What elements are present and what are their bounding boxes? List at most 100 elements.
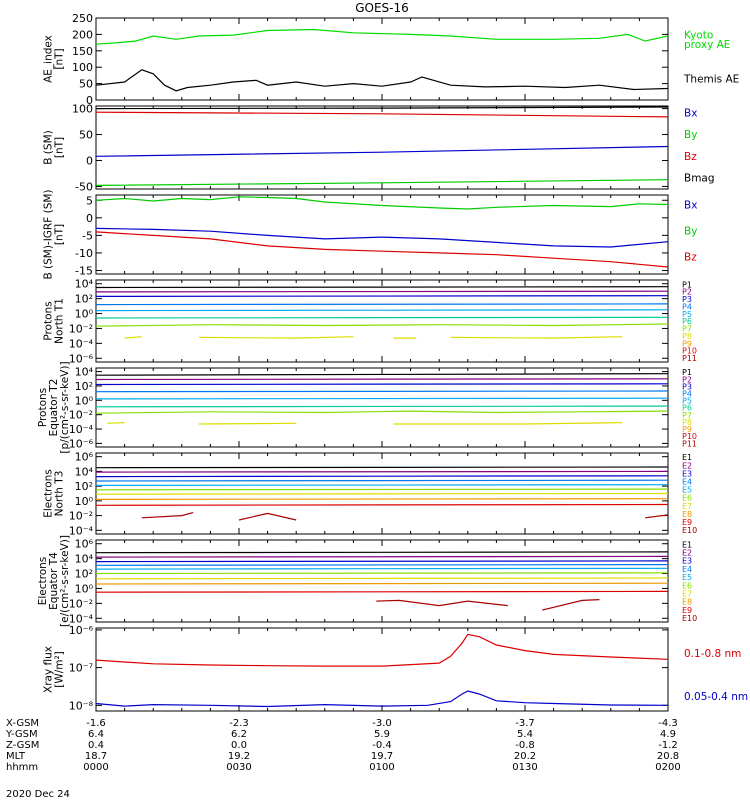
legend-entry: P4 xyxy=(682,302,692,311)
legend-entry: proxy AE xyxy=(684,39,730,51)
y-tick-label: 10² xyxy=(75,293,93,306)
series-line-e10 xyxy=(141,512,194,519)
y-tick-label: -50 xyxy=(75,180,93,193)
series-line-p8 xyxy=(198,336,354,339)
series-line-bz xyxy=(95,111,669,118)
y-tick-label: 10⁴ xyxy=(75,366,94,379)
series-line-p2 xyxy=(95,290,669,293)
legend-entry: E4 xyxy=(682,478,692,487)
legend-entry: P4 xyxy=(682,389,692,398)
legend-entry: E6 xyxy=(682,581,692,590)
ephemeris-value: 20.2 xyxy=(514,751,536,762)
y-axis-label: [W/m²] xyxy=(54,651,66,688)
y-tick-label: 10⁻⁷ xyxy=(69,662,93,675)
legend-entry: 0.1-0.8 nm xyxy=(684,648,741,660)
y-tick-label: 10⁰ xyxy=(75,582,94,595)
ephemeris-value: 5.9 xyxy=(374,729,390,740)
ephemeris-value: 6.2 xyxy=(231,729,247,740)
legend-entry: P8 xyxy=(682,418,692,427)
legend-entry: E5 xyxy=(682,573,692,582)
legend-entry: P11 xyxy=(682,354,697,363)
series-line-bmag xyxy=(95,106,669,110)
panel-frame xyxy=(95,627,669,712)
y-tick-label: 0 xyxy=(86,154,93,167)
series-line-e9 xyxy=(95,503,669,506)
y-axis-label: Protons xyxy=(37,388,49,427)
y-tick-label: 10⁻⁶ xyxy=(69,437,94,450)
ephemeris-value: 0200 xyxy=(655,762,680,773)
y-tick-label: 10⁻⁴ xyxy=(69,337,94,350)
series-line-p6 xyxy=(95,316,669,319)
series-line-e8 xyxy=(95,498,669,500)
ephemeris-value: -0.4 xyxy=(372,740,392,751)
ephemeris-footer: X-GSM -1.6 -2.3 -3.0 -3.7 -4.3 Y-GSM 6.4 6.2 5.9 5… xyxy=(5,718,681,773)
ephemeris-value: -3.0 xyxy=(372,718,392,729)
ephemeris-row-label: X-GSM xyxy=(6,718,39,729)
series-line-e6 xyxy=(95,572,669,575)
ephemeris-value: -1.6 xyxy=(86,718,106,729)
legend-entry: P3 xyxy=(682,382,692,391)
ephemeris-value: -1.2 xyxy=(658,740,678,751)
ephemeris-value: 0.4 xyxy=(88,740,104,751)
legend-entry: 0.05-0.4 nm xyxy=(684,691,748,703)
series-line-e4 xyxy=(95,479,669,482)
ephemeris-row-label: MLT xyxy=(6,751,26,762)
y-tick-label: -15 xyxy=(75,264,93,277)
y-tick-label: 10⁻² xyxy=(69,409,93,422)
panel-bsm: -50 0 50 100 B (SM) [nT] Bx By Bz Bmag xyxy=(43,103,715,194)
series-line-p3 xyxy=(95,383,669,386)
series-line-p8 xyxy=(107,422,125,424)
series-line-0-05-0-4-nm xyxy=(95,690,669,708)
series-line-kyoto-proxy-ae xyxy=(95,28,669,45)
y-axis-label: [e/(cm²-s-sr-keV)] xyxy=(59,535,71,627)
y-tick-label: 10⁰ xyxy=(75,308,94,321)
legend-entry: E9 xyxy=(682,518,692,527)
legend-entry: P10 xyxy=(682,432,697,441)
legend-entry: P9 xyxy=(682,425,692,434)
series-line-p6 xyxy=(95,405,669,408)
ephemeris-row-label: hhmm xyxy=(6,762,38,773)
series-line-p7 xyxy=(95,410,669,414)
series-line-themis-ae xyxy=(95,69,669,92)
legend-entry: P8 xyxy=(682,332,692,341)
legend-entry: Themis AE xyxy=(683,74,739,86)
series-line-p7 xyxy=(95,323,669,327)
legend-entry: E9 xyxy=(682,606,692,615)
y-tick-label: 10⁴ xyxy=(75,465,94,478)
series-line-e7 xyxy=(95,577,669,580)
series-line-e4 xyxy=(95,564,669,566)
y-tick-label: 10⁻⁶ xyxy=(69,352,94,365)
panel-bdiff: -15 -10 -5 0 5 B (SM)-IGRF (SM) [nT] Bx By Bz xyxy=(43,189,698,279)
series-line-bz xyxy=(95,231,669,268)
series-line-e1 xyxy=(95,466,669,469)
ephemeris-value: -4.3 xyxy=(658,718,678,729)
ephemeris-value: -2.3 xyxy=(229,718,249,729)
y-tick-label: 100 xyxy=(72,61,93,74)
y-axis-label: B (SM)-IGRF (SM) xyxy=(43,189,55,279)
legend-entry: Bx xyxy=(684,199,697,211)
legend-entry: Bz xyxy=(684,151,697,163)
series-line-p8 xyxy=(198,422,297,425)
legend-entry: E7 xyxy=(682,502,692,511)
y-tick-label: 10⁻⁸ xyxy=(69,699,94,712)
y-tick-label: 10⁻² xyxy=(69,597,93,610)
series-line-e2 xyxy=(95,470,669,473)
series-line-p5 xyxy=(95,309,669,312)
y-tick-label: -5 xyxy=(82,229,93,242)
legend-entry: P1 xyxy=(682,368,692,377)
ephemeris-value: 0.0 xyxy=(231,740,247,751)
panel-xray: 10⁻⁸ 10⁻⁷ 10⁻⁶ Xray flux [W/m²] 0.1-0.8 nm 0.0… xyxy=(43,624,749,712)
legend-entry: Kyoto xyxy=(684,29,713,41)
legend-entry: E6 xyxy=(682,494,692,503)
legend-entry: P6 xyxy=(682,317,692,326)
y-tick-label: 0 xyxy=(86,212,93,225)
ephemeris-value: 0030 xyxy=(226,762,251,773)
legend-entry: P5 xyxy=(682,397,692,406)
y-tick-label: 10⁴ xyxy=(75,278,94,291)
panel-frame xyxy=(95,105,669,190)
y-tick-label: 100 xyxy=(72,103,93,116)
ephemeris-value: 19.7 xyxy=(371,751,393,762)
